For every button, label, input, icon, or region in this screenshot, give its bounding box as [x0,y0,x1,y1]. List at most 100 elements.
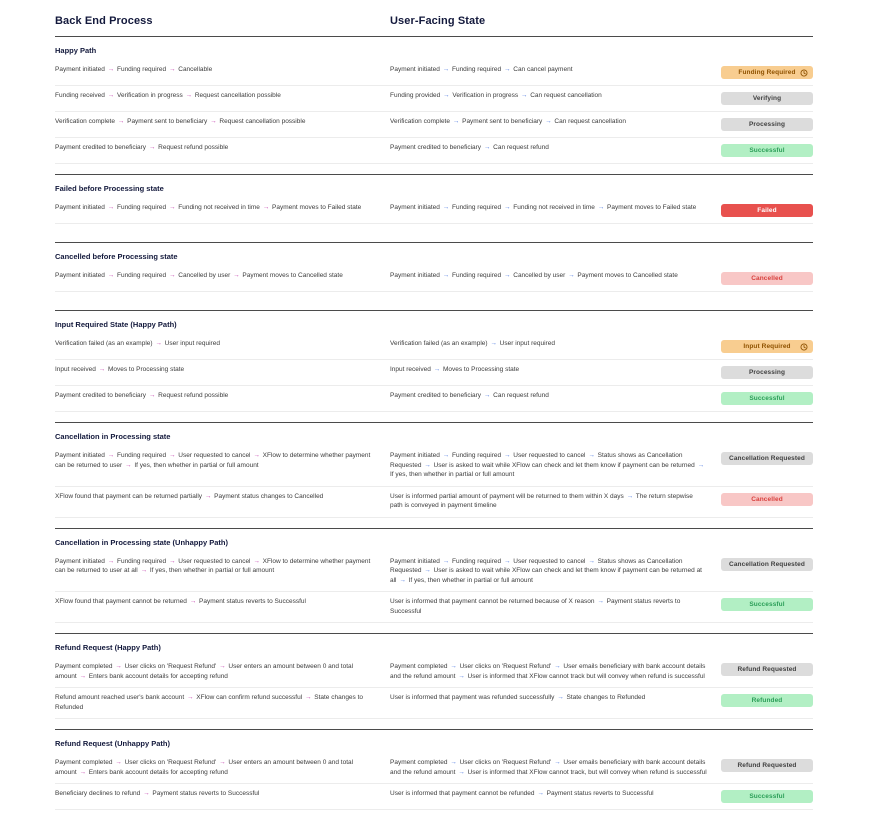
status-badge-label: Successful [749,395,785,402]
flow-arrow-icon: → [107,557,115,565]
status-badge-cell: Verifying [721,91,813,105]
status-badge-label: Refund Requested [737,666,797,673]
flow-arrow-icon: → [189,598,197,605]
flow-arrow-icon: → [503,452,511,459]
flow-arrow-icon: → [98,366,106,373]
status-badge-verifying: Verifying [721,92,813,105]
section-cancellation-in-processing-state-unhappy-path: Cancellation in Processing state (Unhapp… [55,527,813,634]
status-badge-cancelled: Cancelled [721,272,813,285]
flow-arrow-icon: → [107,66,115,73]
column-headers: Back End Process User-Facing State [55,15,813,36]
status-badge-cell: Refund Requested [721,662,813,676]
flow-arrow-icon: → [503,272,511,279]
section-title: Refund Request (Happy Path) [55,643,161,652]
status-badge-refund-requested: Refund Requested [721,759,813,772]
flow-arrow-icon: → [503,557,511,565]
status-badge-label: Processing [748,121,786,128]
user-facing-text: Payment initiated → Funding required → U… [390,557,702,584]
flow-arrow-icon: → [168,272,176,279]
status-badge-input-required: Input Required [721,340,813,353]
flow-arrow-icon: → [483,392,491,399]
status-badge-processing: Processing [721,118,813,131]
flow-arrow-icon: → [458,768,465,776]
section-cancelled-before-processing-state: Cancelled before Processing state Paymen… [55,242,813,310]
flow-arrow-icon: → [107,92,115,99]
flow-arrow-icon: → [168,204,176,211]
section-happy-path: Happy Path Payment initiated → Funding r… [55,36,813,174]
status-badge-cell: Cancelled [721,492,813,506]
section-refund-request-happy-path: Refund Request (Happy Path) Payment comp… [55,633,813,729]
backend-process-text: Payment credited to beneficiary → Reques… [55,144,229,151]
flow-arrow-icon: → [204,492,212,500]
backend-process-text: Input received → Moves to Processing sta… [55,366,185,373]
status-badge-label: Refund Requested [737,762,797,769]
flow-arrow-icon: → [557,694,564,701]
status-badge-label: Successful [749,793,785,800]
table-row: Payment initiated → Funding required → U… [55,552,813,592]
flow-arrow-icon: → [520,92,528,99]
section-title: Cancellation in Processing state [55,432,171,441]
section-rows: Payment completed → User clicks on 'Requ… [55,657,813,719]
status-badge-label: Processing [748,369,786,376]
flow-arrow-icon: → [117,118,125,125]
status-badge-cell: Cancellation Requested [721,451,813,465]
status-badge-label: Cancellation Requested [729,455,805,462]
status-badge-funding-required: Funding Required [721,66,813,79]
flow-arrow-icon: → [219,663,226,670]
status-badge-cell: Processing [721,365,813,379]
flow-arrow-icon: → [262,204,270,211]
status-badge-cell: Cancellation Requested [721,557,813,571]
table-row: Payment initiated → Funding required → C… [55,60,813,86]
status-badge-label: Cancelled [751,275,783,282]
section-rows: Payment initiated → Funding required → U… [55,552,813,623]
section-rows: Payment completed → User clicks on 'Requ… [55,753,813,810]
flow-arrow-icon: → [433,366,441,373]
user-facing-text: Payment initiated → Funding required → U… [390,452,705,478]
status-badge-cell: Input Required [721,339,813,353]
flow-arrow-icon: → [168,452,176,459]
sections-list: Happy Path Payment initiated → Funding r… [55,36,813,820]
status-badge-cell: Successful [721,597,813,611]
clock-icon [800,343,808,350]
backend-process-text: Refund amount reached user's bank accoun… [55,694,364,711]
flow-arrow-icon: → [115,759,122,766]
flow-arrow-icon: → [588,557,595,565]
user-facing-text: Payment completed → User clicks on 'Requ… [390,663,706,680]
status-badge-cancellation-requested: Cancellation Requested [721,557,813,571]
status-badge-label: Funding Required [738,69,796,76]
backend-process-text: Beneficiary declines to refund → Payment… [55,790,260,797]
user-facing-text: Funding provided → Verification in progr… [390,92,602,99]
flow-arrow-icon: → [143,790,150,797]
flow-arrow-icon: → [626,492,634,500]
table-row: XFlow found that payment can be returned… [55,487,813,518]
flow-arrow-icon: → [554,663,561,670]
flow-arrow-icon: → [148,144,156,151]
flow-arrow-icon: → [148,392,156,399]
flow-arrow-icon: → [186,694,194,701]
status-badge-cell: Processing [721,117,813,131]
table-row: Refund amount reached user's bank accoun… [55,688,813,719]
section-title: Cancellation in Processing state (Unhapp… [55,537,228,547]
flow-arrow-icon: → [490,340,497,347]
flow-arrow-icon: → [107,204,115,211]
section-title: Refund Request (Unhappy Path) [55,739,171,748]
table-row: XFlow found that payment cannot be retur… [55,592,813,623]
status-badge-label: Cancelled [751,495,783,503]
section-title: Happy Path [55,46,97,55]
flow-arrow-icon: → [483,144,491,151]
flow-arrow-icon: → [588,452,595,459]
backend-process-text: Verification complete → Payment sent to … [55,118,306,125]
status-badge-cell: Failed [721,203,813,217]
backend-process-text: Payment credited to beneficiary → Reques… [55,392,229,399]
status-badge-cell: Successful [721,391,813,405]
status-badge-cancellation-requested: Cancellation Requested [721,452,813,465]
section-failed-before-processing-state: Failed before Processing state Payment i… [55,174,813,242]
flow-arrow-icon: → [442,272,450,279]
status-badge-cell: Cancelled [721,271,813,285]
backend-process-text: Payment initiated → Funding required → F… [55,204,362,211]
backend-process-text: Payment initiated → Funding required → C… [55,66,213,73]
status-badge-failed: Failed [721,204,813,217]
section-cancellation-in-processing-state: Cancellation in Processing state Payment… [55,422,813,528]
flow-arrow-icon: → [219,759,226,766]
